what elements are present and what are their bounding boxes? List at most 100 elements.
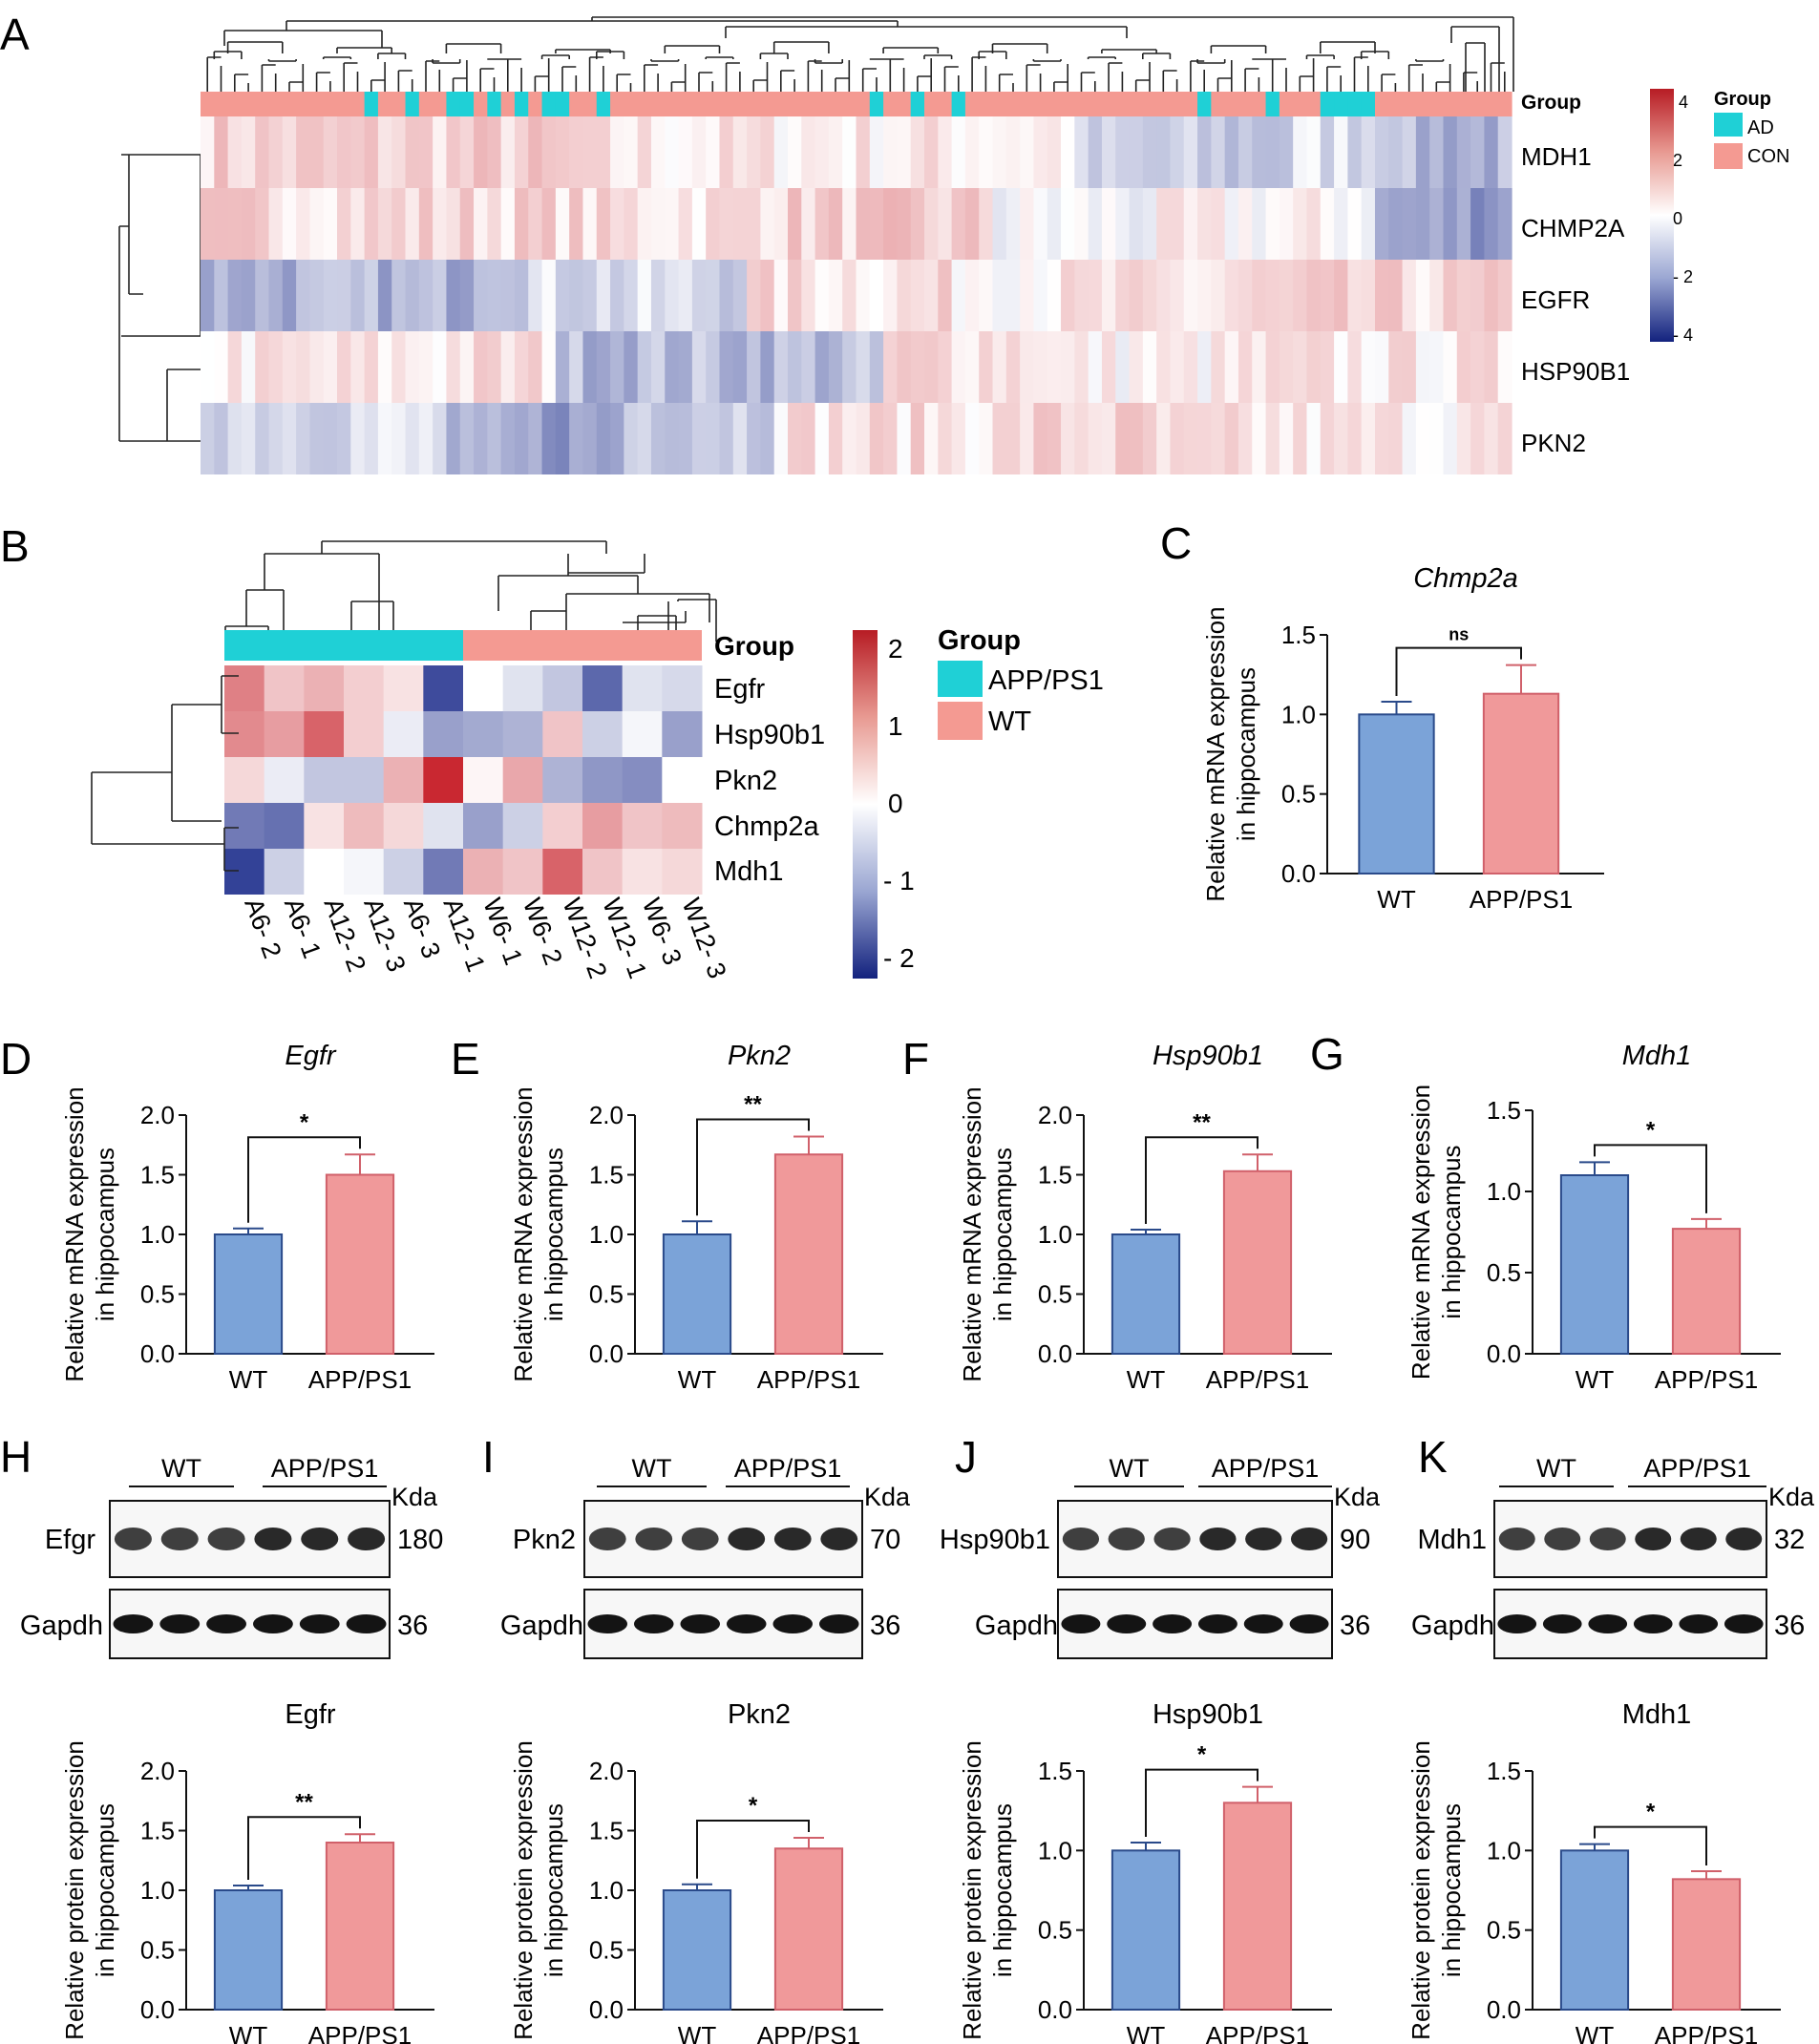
bar-chart-f: 0.0 0.5 1.0 1.5 2.0 WT APP/PS1 ** Hsp90b1 Relativ… [958, 1041, 1332, 1394]
heatmap-cell [227, 188, 243, 260]
heatmap-cell [214, 116, 229, 188]
heatmap-cell [624, 116, 639, 188]
heatmap-cell [463, 803, 504, 849]
heatmap-cell [1020, 116, 1035, 188]
heatmap-cell [596, 403, 611, 474]
blot-band [1289, 1614, 1329, 1633]
color-scale-b [853, 630, 878, 979]
blot-band [1245, 1528, 1282, 1550]
group-strip-cell [624, 92, 639, 116]
heatmap-cell [610, 188, 624, 260]
heatmap-cell [541, 116, 557, 188]
heatmap-cell [1388, 116, 1404, 188]
heatmap-a: Group MDH1 CHMP2A EGFR HSP90B1 PKN2 4 2 … [118, 16, 1789, 474]
group-strip-cell [459, 92, 475, 116]
panel-letter-i: I [482, 1432, 495, 1482]
group-strip-cell [1402, 92, 1417, 116]
heatmap-cell [596, 188, 611, 260]
heatmap-cell [1237, 331, 1253, 403]
heatmap-cell [1020, 403, 1035, 474]
heatmap-cell [255, 260, 270, 331]
heatmap-cell [514, 260, 529, 331]
heatmap-cell [487, 403, 502, 474]
heatmap-cell [1047, 116, 1062, 188]
heatmap-cell [337, 188, 351, 260]
heatmap-cell [610, 331, 624, 403]
heatmap-cell [1415, 331, 1430, 403]
heatmap-cell [1470, 116, 1485, 188]
heatmap-cell [500, 260, 516, 331]
heatmap-cell [1033, 331, 1048, 403]
heatmap-cell [282, 403, 297, 474]
heatmap-cell [1402, 260, 1417, 331]
group-strip-cell [255, 92, 270, 116]
y-tick-label: 0.0 [589, 1339, 624, 1368]
heatmap-cell [1170, 403, 1185, 474]
heatmap-cell [474, 188, 488, 260]
significance-bracket [1145, 1768, 1258, 1837]
blot-protein-label: Pkn2 [513, 1525, 576, 1555]
heatmap-cell [459, 331, 475, 403]
group-strip-cell [377, 92, 392, 116]
heatmap-cell [1252, 331, 1267, 403]
blot-band [772, 1614, 814, 1633]
heatmap-cell [951, 331, 966, 403]
heatmap-cell [323, 260, 338, 331]
heatmap-cell [1074, 260, 1089, 331]
y-tick-label: 1.0 [589, 1220, 624, 1249]
y-axis-label: in hippocampus [539, 1803, 568, 1977]
heatmap-cell [787, 116, 802, 188]
heatmap-cell [344, 849, 385, 895]
kda-label: Kda [391, 1483, 438, 1511]
y-axis-label: Relative protein expression [509, 1740, 538, 2040]
significance-bracket [247, 1136, 361, 1223]
heatmap-cell [1470, 331, 1485, 403]
heatmap-cell [910, 188, 925, 260]
heatmap-cell [979, 260, 994, 331]
heatmap-cell [856, 331, 871, 403]
blot-band [1061, 1614, 1101, 1633]
heatmap-cell [1279, 403, 1294, 474]
blot-band [114, 1528, 152, 1550]
heatmap-cell [979, 116, 994, 188]
color-scale-b-tick: - 2 [883, 943, 915, 973]
heatmap-cell [1211, 188, 1226, 260]
heatmap-cell [1115, 403, 1131, 474]
group-strip-cell [418, 92, 434, 116]
heatmap-cell [1142, 403, 1157, 474]
heatmap-cell [828, 331, 843, 403]
heatmap-cell [691, 116, 707, 188]
panel-letter-c: C [1160, 518, 1192, 568]
heatmap-cell [350, 403, 366, 474]
group-strip-cell [773, 92, 789, 116]
group-strip-cell [514, 92, 529, 116]
panel-letter-e: E [451, 1034, 480, 1084]
chart-title: Egfr [285, 1699, 336, 1730]
heatmap-cell [323, 331, 338, 403]
heatmap-cell [224, 803, 265, 849]
heatmap-cell [268, 260, 284, 331]
y-axis-label: Relative protein expression [1407, 1740, 1435, 2040]
heatmap-cell [264, 757, 305, 803]
heatmap-cell [650, 188, 666, 260]
group-strip-cell [801, 92, 816, 116]
heatmap-cell [732, 331, 748, 403]
legend-a-swatch-con [1714, 143, 1743, 169]
blot-kda-value: 180 [397, 1525, 443, 1555]
heatmap-cell [582, 711, 624, 757]
heatmap-cell [344, 803, 385, 849]
y-tick-label: 1.0 [140, 1876, 175, 1905]
heatmap-cell [268, 116, 284, 188]
heatmap-b-group-label: Group [714, 631, 794, 661]
heatmap-cell [787, 331, 802, 403]
heatmap-cell [383, 849, 424, 895]
heatmap-cell [446, 331, 461, 403]
heatmap-b-row-label: Hsp90b1 [714, 720, 825, 750]
heatmap-cell [1047, 403, 1062, 474]
heatmap-cell [814, 403, 830, 474]
y-tick-label: 0.0 [1281, 859, 1316, 888]
y-tick-label: 1.0 [589, 1876, 624, 1905]
heatmap-cell [1129, 260, 1144, 331]
heatmap-cell [446, 403, 461, 474]
heatmap-cell [418, 260, 434, 331]
